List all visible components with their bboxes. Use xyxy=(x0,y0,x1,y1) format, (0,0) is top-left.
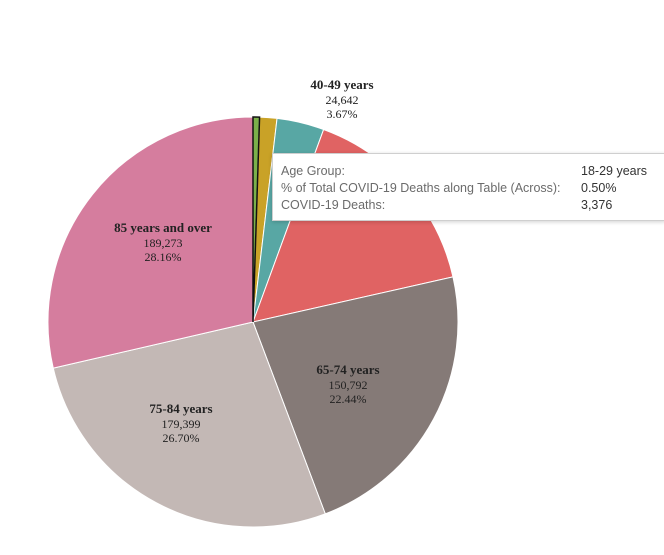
pie-slice-75-84-years[interactable] xyxy=(52,321,326,528)
label-85-over-name: 85 years and over xyxy=(114,220,212,235)
label-65-74: 65-74 years 150,792 22.44% xyxy=(316,362,379,406)
label-75-84: 75-84 years 179,399 26.70% xyxy=(149,401,212,445)
slice-highlight-18-29 xyxy=(252,116,261,323)
tooltip-key: COVID-19 Deaths: xyxy=(281,198,386,212)
label-85-over-pct: 28.16% xyxy=(145,250,182,264)
label-65-74-value: 150,792 xyxy=(329,378,368,392)
label-85-over-value: 189,273 xyxy=(144,236,183,250)
tooltip-key: % of Total COVID-19 Deaths along Table (… xyxy=(281,181,561,195)
pie-slice-65-74-years[interactable] xyxy=(252,276,459,515)
label-40-49-pct: 3.67% xyxy=(327,107,358,121)
label-85-over: 85 years and over 189,273 28.16% xyxy=(114,220,212,264)
label-75-84-value: 179,399 xyxy=(162,417,201,431)
tooltip-value: 18-29 years xyxy=(581,164,648,178)
label-65-74-pct: 22.44% xyxy=(330,392,367,406)
label-40-49-name: 40-49 years xyxy=(310,77,373,92)
pie-slice-85-years-and-over[interactable] xyxy=(47,116,254,369)
label-75-84-name: 75-84 years xyxy=(149,401,212,416)
tooltip: Age Group: 18-29 years % of Total COVID-… xyxy=(272,153,664,221)
tooltip-key: Age Group: xyxy=(281,164,345,178)
label-40-49-value: 24,642 xyxy=(326,93,359,107)
tooltip-value: 0.50% xyxy=(581,181,617,195)
tooltip-value: 3,376 xyxy=(581,198,613,212)
label-75-84-pct: 26.70% xyxy=(163,431,200,445)
label-65-74-name: 65-74 years xyxy=(316,362,379,377)
label-40-49: 40-49 years 24,642 3.67% xyxy=(310,77,373,121)
